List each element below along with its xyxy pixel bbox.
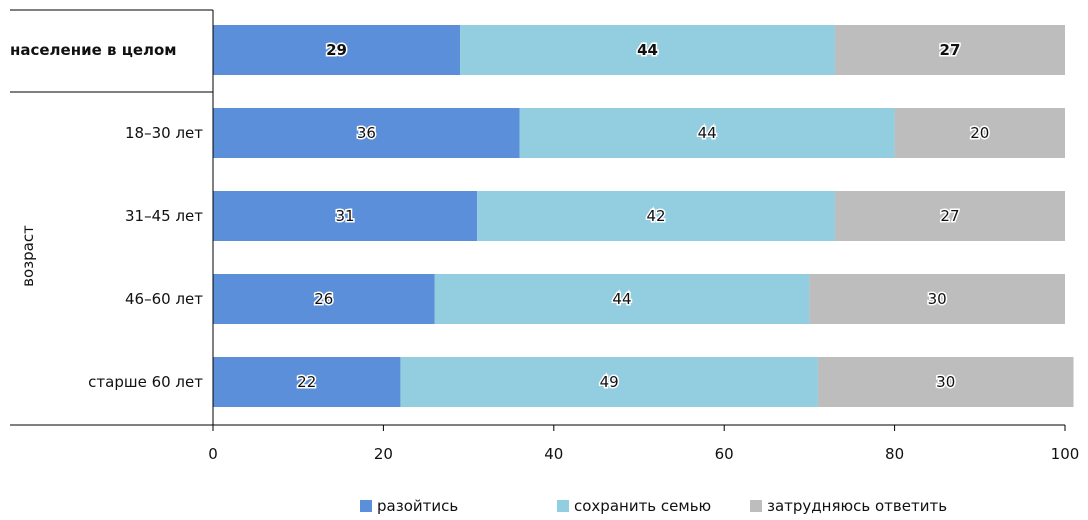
legend-swatch [557,500,569,512]
bar-segment [400,357,818,407]
bar-segment [213,191,478,241]
data-labels-layer: 29 44 27 36 44 20 31 42 27 26 44 30 22 49 30 [296,40,991,393]
bar-segment [834,191,1065,241]
bar-segment [519,108,895,158]
data-label: 31 [336,207,355,225]
category-label: население в целом [10,41,177,59]
data-label: 27 [940,207,959,225]
category-label: старше 60 лет [88,373,203,391]
x-tick-label: 80 [885,445,904,463]
bar-segment [213,25,461,75]
bar-segment [894,108,1065,158]
x-tick-label: 60 [715,445,734,463]
legend-swatch [360,500,372,512]
data-label: 30 [928,290,947,308]
group-label: возраст [19,225,37,287]
tick-labels-layer: 0 20 40 60 80 100 [208,445,1079,463]
x-tick-label: 100 [1051,445,1080,463]
category-label: 31–45 лет [125,207,203,225]
bar-segment [434,274,810,324]
data-label: 49 [600,373,619,391]
bar-segment [213,274,435,324]
bar-segment [213,357,401,407]
x-tick-label: 20 [374,445,393,463]
bar-segment [213,108,520,158]
data-label: 44 [637,41,658,59]
data-label: 20 [970,124,989,142]
x-tick-label: 40 [544,445,563,463]
category-label: 46–60 лет [125,290,203,308]
data-label: 30 [936,373,955,391]
bar-segment [460,25,835,75]
legend-label: разойтись [377,497,458,515]
legend-swatch [750,500,762,512]
data-label: 26 [314,290,333,308]
data-label: 44 [698,124,717,142]
data-label: 42 [646,207,665,225]
legend: разойтись сохранить семью затрудняюсь отве… [360,497,947,515]
bar-segment [477,191,835,241]
axes-layer [10,9,1066,431]
legend-label: сохранить семью [574,497,711,515]
data-label: 29 [326,41,347,59]
category-labels-layer: население в целом 18–30 лет 31–45 лет 46–60… [10,41,203,391]
bars-layer [213,25,1074,407]
data-label: 22 [297,373,316,391]
x-tick-label: 0 [208,445,218,463]
category-label: 18–30 лет [125,124,203,142]
legend-label: затрудняюсь ответить [767,497,947,515]
data-label: 44 [612,290,631,308]
data-label: 27 [940,41,961,59]
bar-segment [809,274,1065,324]
data-label: 36 [357,124,376,142]
bar-segment [817,357,1074,407]
bar-segment [834,25,1065,75]
